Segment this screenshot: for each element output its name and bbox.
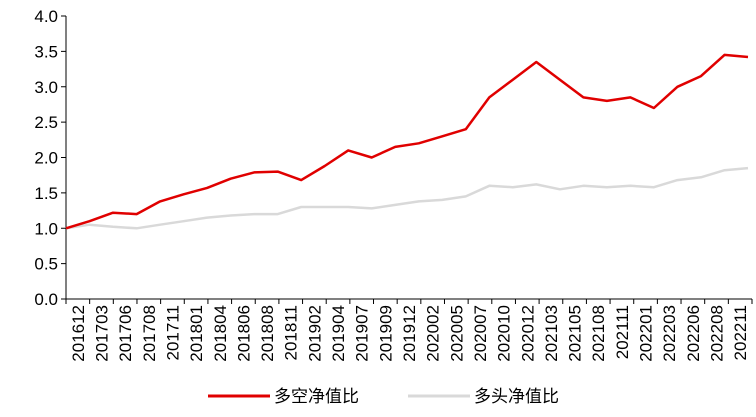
legend-label-long-only: 多头净值比: [474, 387, 559, 407]
y-tick-label: 2.5: [34, 113, 58, 132]
x-tick-label: 201612: [69, 305, 88, 362]
y-tick-label: 3.0: [34, 78, 58, 97]
x-tick-label: 202211: [731, 305, 750, 360]
x-tick-label: 202103: [542, 305, 561, 362]
y-tick-label: 1.0: [34, 219, 58, 238]
x-tick-label: 201806: [234, 305, 253, 362]
series-line-long-short: [65, 53, 749, 230]
series-lines: [65, 53, 749, 230]
y-tick-label: 0.5: [34, 255, 58, 274]
x-tick-label: 201904: [329, 305, 348, 362]
x-tick-label: 202208: [708, 305, 727, 362]
x-tick-label: 202010: [495, 305, 514, 362]
x-tick-label: 201902: [305, 305, 324, 362]
x-tick-label: 201708: [140, 305, 159, 362]
x-tick-label: 201907: [353, 305, 372, 362]
x-tick-label: 202201: [637, 305, 656, 362]
y-tick-label: 1.5: [34, 184, 58, 203]
x-tick-label: 201703: [92, 305, 111, 362]
x-tick-label: 202108: [589, 305, 608, 362]
series-line-long-only: [65, 166, 749, 230]
x-tick-label: 202206: [684, 305, 703, 362]
x-tick-label: 201909: [376, 305, 395, 362]
y-tick-label: 0.0: [34, 290, 58, 309]
y-tick-label: 4.0: [34, 7, 58, 26]
y-tick-label: 3.5: [34, 42, 58, 61]
y-tick-label: 2.0: [34, 149, 58, 168]
x-tick-label: 202012: [518, 305, 537, 362]
x-tick-label: 202203: [660, 305, 679, 362]
x-tick-label: 201912: [400, 305, 419, 362]
legend-label-long-short: 多空净值比: [274, 387, 359, 407]
x-tick-label: 202007: [471, 305, 490, 362]
x-tick-label: 202002: [424, 305, 443, 362]
axes: [65, 16, 752, 300]
x-ticks: 201612 201703 201706 201708 201711 201801 2018…: [65, 299, 753, 362]
x-tick-label: 201801: [187, 305, 206, 362]
x-tick-label: 202005: [447, 305, 466, 362]
x-tick-label: 201804: [211, 305, 230, 362]
x-tick-label: 201811: [282, 305, 301, 360]
x-tick-label: 201808: [258, 305, 277, 362]
x-tick-label: 201711: [163, 305, 182, 360]
y-ticks: 0.0 0.5 1.0 1.5 2.0 2.5 3.0 3.5 4.0: [34, 7, 66, 309]
x-tick-label: 202111: [613, 305, 632, 359]
x-tick-label: 201706: [116, 305, 135, 362]
legend: 多空净值比 多头净值比: [208, 387, 559, 407]
x-tick-label: 202105: [566, 305, 585, 362]
